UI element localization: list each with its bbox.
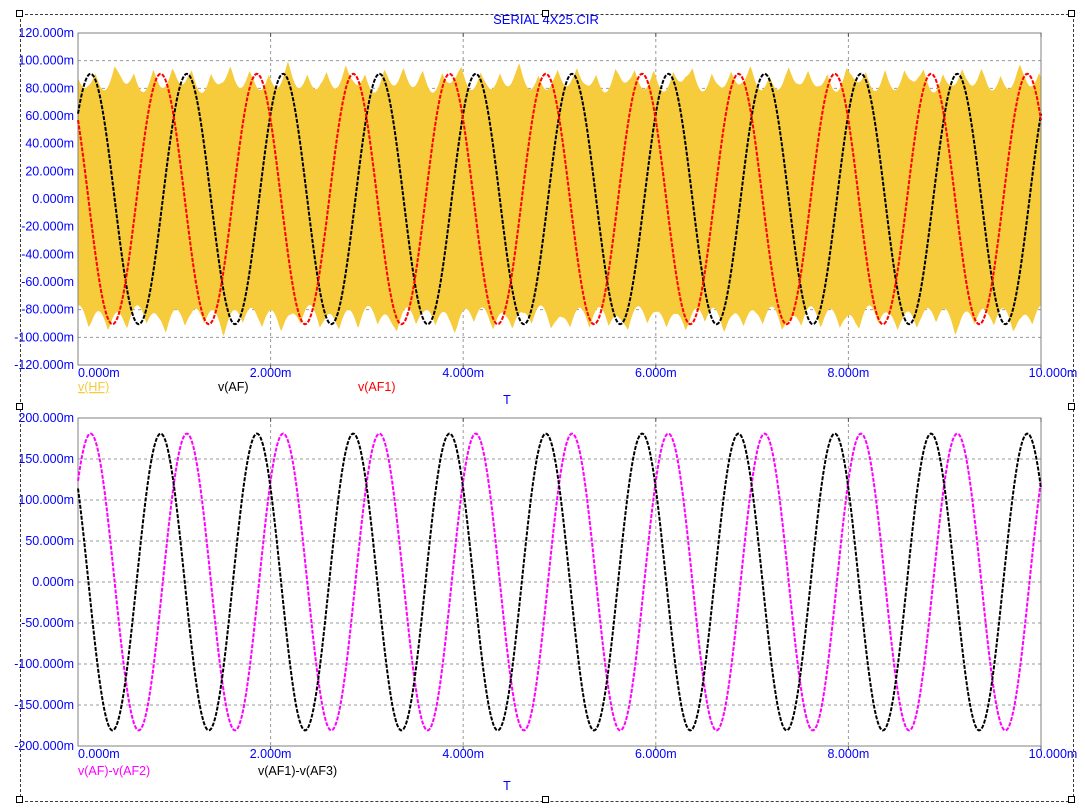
x-tick-label: 4.000m bbox=[442, 366, 484, 380]
y-tick-label: 50.000m bbox=[25, 534, 74, 548]
x-tick-label: 2.000m bbox=[250, 747, 292, 761]
x-tick-label: 6.000m bbox=[635, 366, 677, 380]
x-tick-label: 0.000m bbox=[78, 747, 120, 761]
y-tick-label: 120.000m bbox=[18, 26, 74, 40]
selection-handle-bottom-center[interactable] bbox=[542, 796, 549, 803]
y-tick-label: 20.000m bbox=[25, 164, 74, 178]
y-tick-label: 0.000m bbox=[32, 575, 74, 589]
selection-handle-middle-right[interactable] bbox=[1068, 403, 1075, 410]
x-tick-label: 8.000m bbox=[828, 366, 870, 380]
legend-v-af-v-af2-: v(AF)-v(AF2) bbox=[78, 764, 150, 778]
y-tick-label: 150.000m bbox=[18, 452, 74, 466]
selection-handle-bottom-right[interactable] bbox=[1068, 796, 1075, 803]
selection-handle-top-right[interactable] bbox=[1068, 10, 1075, 17]
y-tick-label: -100.000m bbox=[14, 657, 74, 671]
legend-v-hf-: v(HF) bbox=[78, 380, 109, 394]
y-tick-label: 200.000m bbox=[18, 411, 74, 425]
y-tick-label: 100.000m bbox=[18, 493, 74, 507]
y-tick-label: -200.000m bbox=[14, 739, 74, 753]
y-tick-label: 40.000m bbox=[25, 137, 74, 151]
y-tick-label: 80.000m bbox=[25, 81, 74, 95]
y-tick-label: -60.000m bbox=[21, 275, 74, 289]
plot1-area[interactable] bbox=[77, 32, 1042, 366]
selection-handle-top-center[interactable] bbox=[542, 10, 549, 17]
legend-v-af1-: v(AF1) bbox=[358, 380, 396, 394]
legend-v-af-: v(AF) bbox=[218, 380, 249, 394]
x-axis-label: T bbox=[503, 393, 511, 407]
selection-handle-bottom-left[interactable] bbox=[16, 796, 23, 803]
selection-handle-top-left[interactable] bbox=[16, 10, 23, 17]
series-v-hf- bbox=[78, 61, 1041, 336]
x-tick-label: 6.000m bbox=[635, 747, 677, 761]
y-tick-label: 100.000m bbox=[18, 54, 74, 68]
x-tick-label: 4.000m bbox=[442, 747, 484, 761]
x-tick-label: 0.000m bbox=[78, 366, 120, 380]
x-tick-label: 10.000m bbox=[1029, 366, 1078, 380]
y-tick-label: 0.000m bbox=[32, 192, 74, 206]
y-tick-label: -40.000m bbox=[21, 247, 74, 261]
selection-handle-middle-left[interactable] bbox=[16, 403, 23, 410]
y-tick-label: 60.000m bbox=[25, 109, 74, 123]
selection-border bbox=[20, 14, 1074, 802]
x-tick-label: 8.000m bbox=[828, 747, 870, 761]
plot2-area[interactable] bbox=[77, 417, 1042, 747]
y-tick-label: -120.000m bbox=[14, 358, 74, 372]
x-tick-label: 10.000m bbox=[1029, 747, 1078, 761]
series-v-af1- bbox=[77, 72, 1042, 326]
y-tick-label: -20.000m bbox=[21, 220, 74, 234]
legend-v-af1-v-af3-: v(AF1)-v(AF3) bbox=[258, 764, 337, 778]
series-v-af1-v-af3- bbox=[77, 432, 1042, 732]
page-title: SERIAL 4X25.CIR bbox=[493, 12, 599, 27]
x-tick-label: 2.000m bbox=[250, 366, 292, 380]
y-tick-label: -150.000m bbox=[14, 698, 74, 712]
y-tick-label: -80.000m bbox=[21, 303, 74, 317]
y-tick-label: -100.000m bbox=[14, 330, 74, 344]
series-v-af- bbox=[77, 72, 1042, 326]
series-v-af-v-af2- bbox=[77, 432, 1042, 732]
y-tick-label: -50.000m bbox=[21, 616, 74, 630]
x-axis-label: T bbox=[503, 779, 511, 793]
